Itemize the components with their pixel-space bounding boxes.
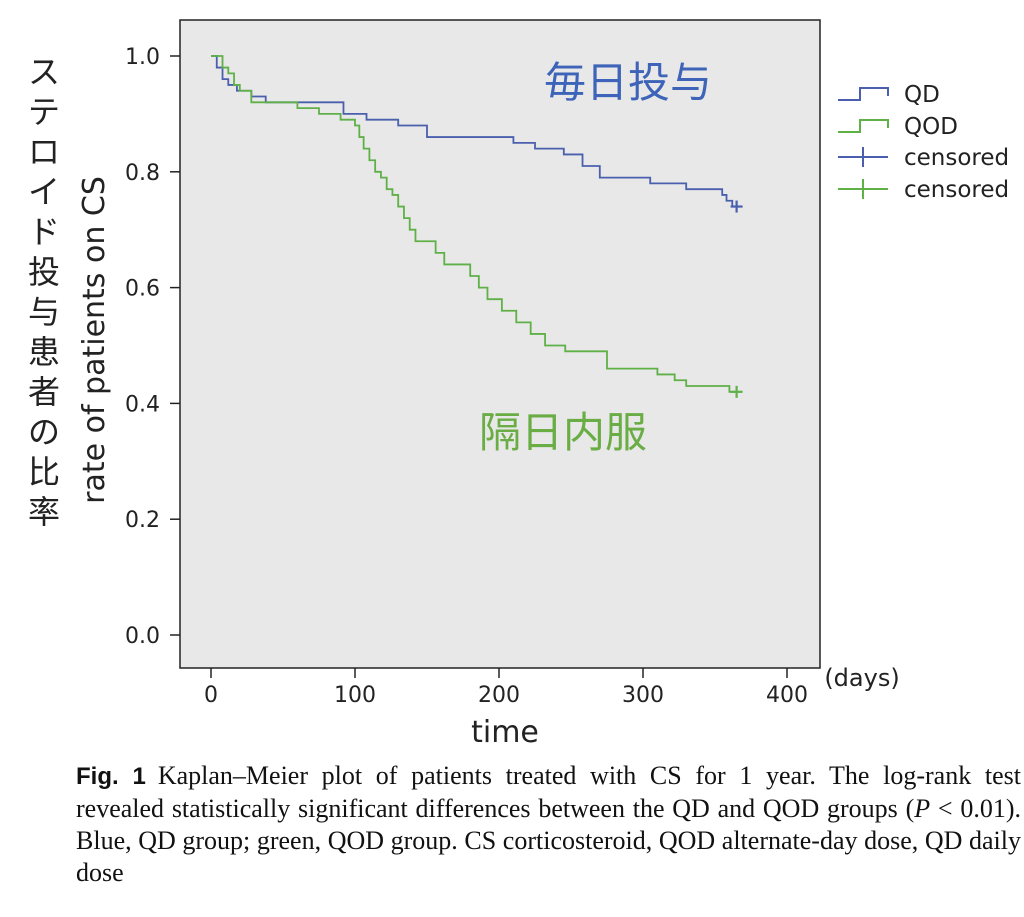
x-tick-label: 0: [204, 683, 218, 708]
legend: QD QOD censored censored: [838, 82, 1009, 203]
legend-swatch: [838, 87, 889, 101]
legend-label: QD: [904, 82, 940, 108]
x-tick-label: 200: [478, 683, 520, 708]
x-tick-label: 100: [334, 683, 376, 708]
caption-text-part2: < 0.01). Blue, QD group; green, QOD grou…: [76, 794, 1021, 887]
x-axis: 0 100 200 300 400: [204, 668, 808, 708]
series-layer: [211, 55, 743, 398]
legend-label: QOD: [904, 114, 958, 140]
caption-figure-label: Fig. 1: [76, 763, 146, 790]
y-tick-label: 0.8: [125, 161, 160, 186]
censored-marker-qod: [730, 385, 743, 398]
caption-p-variable: P: [914, 794, 931, 823]
x-tick-label: 400: [766, 683, 808, 708]
qd-annotation: 毎日投与: [544, 58, 712, 107]
figure-caption: Fig. 1 Kaplan–Meier plot of patients trea…: [76, 760, 1021, 889]
legend-swatch: [838, 119, 889, 133]
censored-marker-qd: [730, 200, 743, 213]
y-axis: 0.0 0.2 0.4 0.6 0.8 1.0: [125, 45, 180, 649]
x-axis-unit: (days): [824, 664, 899, 692]
y-axis-label-japanese: ステロイド投与患者の比率: [27, 53, 60, 531]
legend-item: censored: [838, 177, 1009, 203]
legend-label: censored: [904, 177, 1009, 203]
y-tick-label: 0.2: [125, 508, 160, 533]
caption-text-part1: Kaplan–Meier plot of patients treated wi…: [76, 761, 1021, 823]
y-tick-label: 1.0: [125, 45, 160, 70]
legend-item: censored: [838, 145, 1009, 171]
x-tick-label: 300: [622, 683, 664, 708]
legend-item: QOD: [838, 114, 958, 140]
y-tick-label: 0.6: [125, 277, 160, 302]
series-line-qod: [211, 55, 737, 393]
legend-label: censored: [904, 145, 1009, 171]
x-axis-label: time: [471, 715, 539, 750]
y-tick-label: 0.0: [125, 624, 160, 649]
plot-area: [179, 19, 821, 669]
qod-annotation: 隔日内服: [479, 408, 647, 457]
y-tick-label: 0.4: [125, 392, 160, 417]
chart: 0.0 0.2 0.4 0.6 0.8 1.0 0 100 200 300 400 rate of…: [77, 19, 1009, 750]
legend-item: QD: [838, 82, 940, 108]
y-axis-label: rate of patients on CS: [77, 176, 112, 504]
